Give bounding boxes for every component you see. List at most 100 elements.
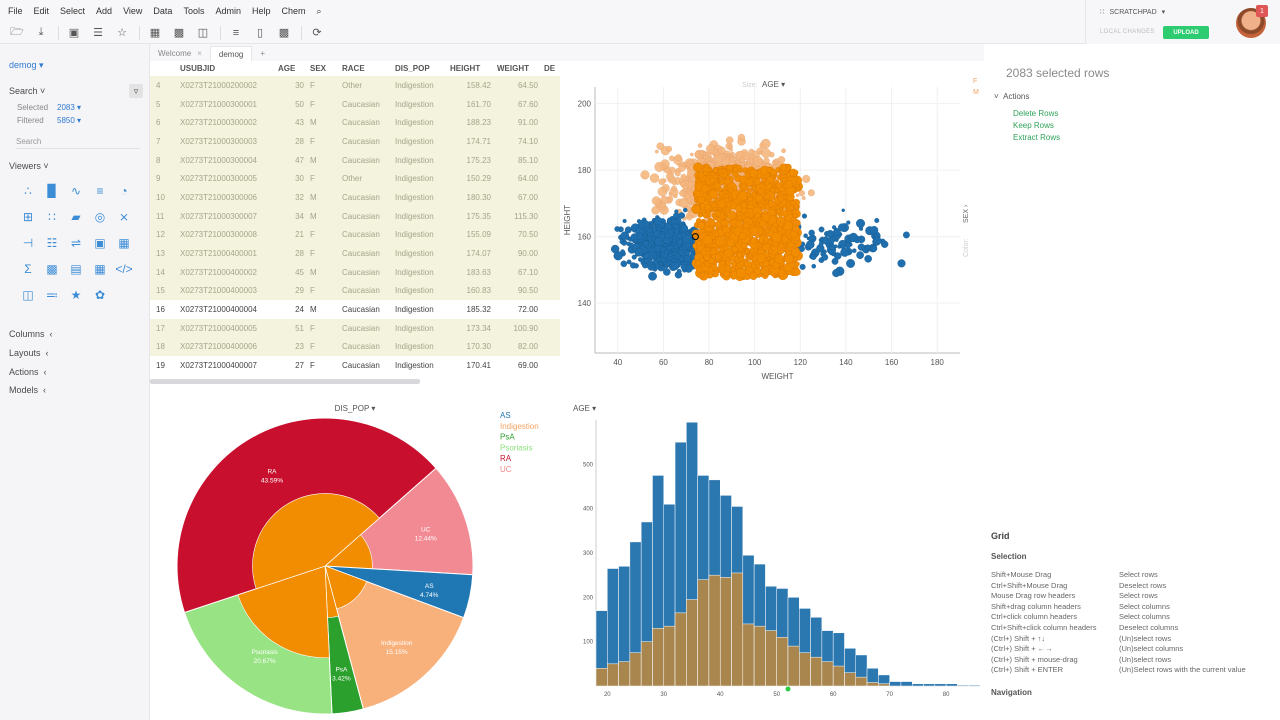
table-cell[interactable]: Indigestion (392, 244, 447, 263)
table-row[interactable]: 6 X0273T21000300002 43 M Caucasian Indigestio… (150, 113, 560, 133)
table-cell[interactable]: 174.07 (447, 244, 494, 263)
search-section-toggle[interactable]: Search ˅ (9, 86, 46, 96)
scratchpad-dropdown[interactable]: ∷ SCRATCHPAD ▾ (1100, 8, 1166, 17)
table-cell[interactable]: 72.00 (494, 300, 541, 319)
table-cell[interactable]: X0273T21000300007 (177, 206, 275, 226)
table-cell[interactable] (541, 225, 560, 245)
row-header[interactable]: 19 (150, 356, 177, 375)
table-cell[interactable]: 64.00 (494, 169, 541, 189)
table-cell[interactable]: X0273T21000300006 (177, 188, 275, 207)
table-cell[interactable]: M (307, 188, 339, 207)
row-header[interactable]: 10 (150, 188, 177, 207)
table-cell[interactable]: 183.63 (447, 262, 494, 282)
table-cell[interactable]: X0273T21000300001 (177, 94, 275, 114)
table-cell[interactable]: 28 (275, 132, 307, 151)
close-icon[interactable]: × (197, 49, 202, 58)
calendar-icon[interactable]: ▤ (70, 262, 82, 276)
notification-badge[interactable]: 1 (1256, 5, 1268, 17)
column-header[interactable]: USUBJID (180, 64, 216, 73)
column-header[interactable] (150, 61, 177, 76)
menu-chem[interactable]: Chem (281, 6, 306, 16)
filter-icon[interactable]: ▿ (129, 84, 143, 98)
table-cell[interactable]: 32 (275, 188, 307, 207)
table-cell[interactable] (541, 318, 560, 338)
table-cell[interactable]: Indigestion (392, 94, 447, 114)
table-cell[interactable]: 30 (275, 169, 307, 189)
network-icon[interactable]: ⨯ (118, 210, 130, 224)
actions-section-toggle[interactable]: Actions ‹ (9, 367, 47, 377)
tree-icon[interactable]: ☰ (93, 27, 103, 39)
menu-file[interactable]: File (8, 6, 23, 16)
table-cell[interactable]: 170.41 (447, 356, 494, 375)
menu-tools[interactable]: Tools (183, 6, 205, 16)
table-cell[interactable]: F (307, 337, 339, 357)
matrix-plot-icon[interactable]: ∷ (48, 210, 56, 224)
row-header[interactable]: 17 (150, 318, 177, 338)
table-cell[interactable]: 82.00 (494, 337, 541, 357)
table-cell[interactable] (541, 150, 560, 170)
table-cell[interactable]: 115.30 (494, 206, 541, 226)
table-cell[interactable]: Indigestion (392, 206, 447, 226)
table-cell[interactable] (541, 337, 560, 357)
table-cell[interactable]: X0273T21000400001 (177, 244, 275, 263)
table-cell[interactable]: Caucasian (339, 188, 392, 207)
table-row[interactable]: 18 X0273T21000400006 23 F Caucasian Indigesti… (150, 337, 560, 357)
keep-rows-link[interactable]: Keep Rows (1013, 121, 1054, 130)
upload-button[interactable]: UPLOAD (1163, 26, 1209, 39)
table-cell[interactable]: F (307, 169, 339, 189)
grid-icon[interactable]: ▦ (94, 262, 106, 276)
table-cell[interactable]: X0273T21000300008 (177, 225, 275, 245)
star-icon[interactable]: ☆ (117, 27, 127, 39)
chart-icon[interactable]: ▩ (278, 27, 290, 39)
table-cell[interactable]: 67.60 (494, 94, 541, 114)
columns-icon[interactable]: ▯ (256, 27, 264, 39)
table-cell[interactable]: 160.83 (447, 281, 494, 301)
table-cell[interactable]: 161.70 (447, 94, 494, 114)
row-header[interactable]: 9 (150, 169, 177, 189)
table-cell[interactable]: X0273T21000400002 (177, 262, 275, 282)
table-row[interactable]: 9 X0273T21000300005 30 F Other Indigestion 150… (150, 169, 560, 189)
table-cell[interactable] (541, 206, 560, 226)
menu-add[interactable]: Add (96, 6, 113, 16)
list-icon[interactable]: ≡ (232, 26, 240, 39)
viewers-section-toggle[interactable]: Viewers ˅ (9, 161, 49, 171)
menu-view[interactable]: View (123, 6, 143, 16)
table-cell[interactable]: F (307, 244, 339, 263)
table-cell[interactable]: 91.00 (494, 113, 541, 133)
table-cell[interactable]: 64.50 (494, 76, 541, 95)
table-cell[interactable]: Caucasian (339, 94, 392, 114)
tab-welcome[interactable]: Welcome × (158, 49, 202, 58)
row-header[interactable]: 14 (150, 262, 177, 282)
table-cell[interactable] (541, 356, 560, 375)
table-cell[interactable] (541, 169, 560, 189)
table-cell[interactable]: 158.42 (447, 76, 494, 95)
table-cell[interactable]: Indigestion (392, 188, 447, 207)
layout-tiles-icon[interactable]: ▩ (173, 27, 185, 39)
table-cell[interactable]: Caucasian (339, 281, 392, 301)
table-cell[interactable]: 188.23 (447, 113, 494, 133)
table-cell[interactable] (541, 188, 560, 207)
menu-help[interactable]: Help (251, 6, 271, 16)
row-header[interactable]: 13 (150, 244, 177, 263)
table-cell[interactable]: M (307, 262, 339, 282)
table-cell[interactable]: X0273T21000400006 (177, 337, 275, 357)
table-cell[interactable]: Indigestion (392, 150, 447, 170)
table-row[interactable]: 8 X0273T21000300004 47 M Caucasian Indigestio… (150, 150, 560, 170)
table-cell[interactable]: M (307, 113, 339, 133)
add-tab-button[interactable]: + (260, 49, 266, 58)
menu-select[interactable]: Select (60, 6, 86, 16)
table-cell[interactable]: 51 (275, 318, 307, 338)
column-header[interactable]: WEIGHT (497, 64, 529, 73)
table-cell[interactable]: Caucasian (339, 300, 392, 319)
table-cell[interactable]: Caucasian (339, 318, 392, 338)
table-row[interactable]: 15 X0273T21000400003 29 F Caucasian Indigesti… (150, 281, 560, 301)
table-cell[interactable]: Caucasian (339, 206, 392, 226)
table-cell[interactable]: 85.10 (494, 150, 541, 170)
table-cell[interactable]: Caucasian (339, 225, 392, 245)
table-row[interactable]: 4 X0273T21000200002 30 F Other Indigestion 158… (150, 76, 560, 95)
scatter-plot[interactable]: 40 60 80 100 120 140 160 180 140 160 180 200 WEIGHT H… (562, 75, 982, 385)
table-cell[interactable]: 185.32 (447, 300, 494, 319)
row-header[interactable]: 5 (150, 94, 177, 114)
table-cell[interactable]: Caucasian (339, 262, 392, 282)
table-cell[interactable]: Other (339, 76, 392, 95)
